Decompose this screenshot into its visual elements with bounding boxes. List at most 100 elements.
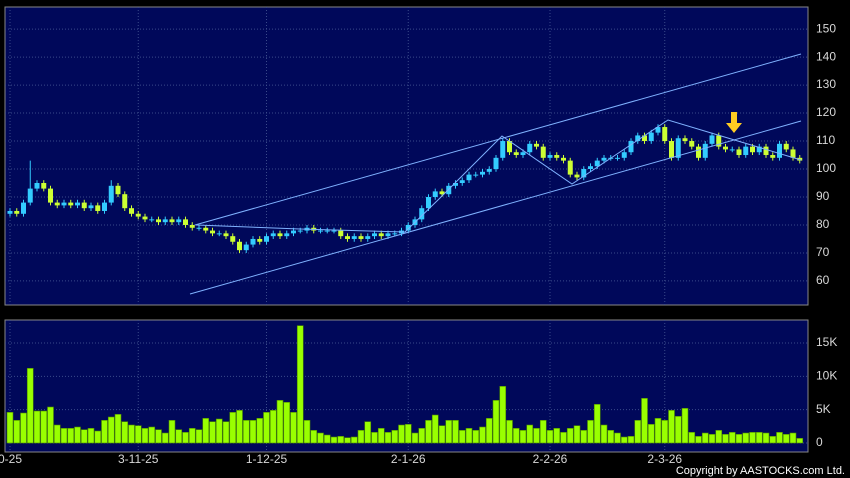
volume-bar <box>445 420 453 444</box>
x-tick-label: 3-11-25 <box>118 452 159 466</box>
volume-bar <box>175 429 183 444</box>
candle-body <box>372 233 377 237</box>
candle-body <box>574 174 580 178</box>
candle-body <box>723 146 728 150</box>
volume-bar <box>701 432 709 444</box>
candle-body <box>675 138 681 158</box>
volume-bar <box>60 428 68 444</box>
candle-body <box>547 155 553 158</box>
candle-body <box>486 169 492 172</box>
candle-body <box>527 143 533 153</box>
volume-bar <box>242 420 250 444</box>
candle-body <box>196 227 202 229</box>
volume-bar <box>472 430 480 444</box>
candle-body <box>466 174 472 181</box>
volume-bar <box>357 430 365 444</box>
volume-bar <box>661 420 669 444</box>
volume-bar <box>458 430 466 444</box>
candle-body <box>176 219 182 223</box>
volume-bar <box>80 429 88 444</box>
candle-body <box>291 230 296 234</box>
volume-bar <box>290 412 297 444</box>
y-tick-label: 15K <box>816 335 837 349</box>
y-tick-label: 90 <box>816 189 830 203</box>
volume-bar <box>641 398 648 444</box>
y-tick-label: 10K <box>816 369 837 383</box>
candle-body <box>358 236 364 239</box>
volume-bar <box>715 430 723 444</box>
candle-body <box>345 236 350 239</box>
candle-body <box>237 241 242 251</box>
candle-body <box>642 135 647 142</box>
candle-body <box>210 230 215 234</box>
volume-bar <box>438 425 446 444</box>
candle-body <box>129 208 134 214</box>
volume-bar <box>566 428 574 444</box>
volume-bar <box>344 437 351 444</box>
candle-body <box>540 146 546 158</box>
volume-bar <box>580 430 588 444</box>
candle-body <box>318 230 323 232</box>
volume-bar <box>107 416 115 444</box>
candle-body <box>189 224 195 228</box>
volume-bar <box>114 414 122 444</box>
volume-bar <box>539 420 547 444</box>
x-tick-label: 1-12-25 <box>246 452 288 466</box>
candle-body <box>135 213 141 217</box>
candle-body <box>405 224 411 231</box>
candle-body <box>594 160 600 167</box>
copyright: Copyright by AASTOCKS.com Ltd. <box>676 465 845 477</box>
volume-bar <box>404 424 412 444</box>
candle-body <box>365 236 371 239</box>
volume-bar <box>614 432 621 444</box>
candle-body <box>601 157 607 161</box>
candle-body <box>95 205 101 211</box>
volume-bar <box>168 420 176 444</box>
y-tick-label: 70 <box>816 245 830 259</box>
volume-bar <box>688 432 696 444</box>
volume-bar <box>87 428 95 444</box>
volume-bar <box>330 436 338 444</box>
candle-body <box>783 143 789 150</box>
volume-bar <box>398 424 405 444</box>
candle-body <box>439 191 445 195</box>
x-tick-label: 2-3-26 <box>647 452 682 466</box>
volume-bar <box>371 432 378 444</box>
volume-bar <box>209 421 216 444</box>
candle-body <box>21 202 26 214</box>
volume-bar <box>708 434 716 444</box>
candle-body <box>257 238 263 242</box>
volume-bar <box>155 429 162 444</box>
candle-body <box>750 146 755 153</box>
candle-body <box>581 169 587 178</box>
volume-bar <box>796 438 804 444</box>
volume-bar <box>722 434 729 444</box>
volume-bar <box>323 434 331 444</box>
volume-bar <box>148 426 156 444</box>
candle-body <box>81 202 87 209</box>
candle-body <box>777 143 782 158</box>
x-tick-label: 2-2-26 <box>533 452 568 466</box>
candle-body <box>392 233 398 235</box>
candle-body <box>709 135 715 144</box>
trend-lines <box>189 53 802 295</box>
volume-bar <box>101 420 108 444</box>
volume-bar <box>789 432 797 444</box>
volume-bar <box>620 436 628 444</box>
volume-bar <box>769 436 777 444</box>
volume-bar <box>593 404 601 444</box>
volume-bar <box>506 420 513 444</box>
candle-body <box>264 236 269 242</box>
candle-body <box>14 210 20 214</box>
volume-bar <box>236 410 243 444</box>
y-tick-label: 60 <box>816 273 830 287</box>
candle-body <box>459 180 465 184</box>
channel-lower <box>189 120 802 295</box>
candle-body <box>61 202 67 206</box>
candle-body <box>453 183 458 186</box>
candle-body <box>554 155 560 158</box>
candle-body <box>115 185 121 195</box>
volume-bar <box>33 410 41 444</box>
candle-body <box>122 194 128 209</box>
y-tick-label: 110 <box>816 133 835 147</box>
